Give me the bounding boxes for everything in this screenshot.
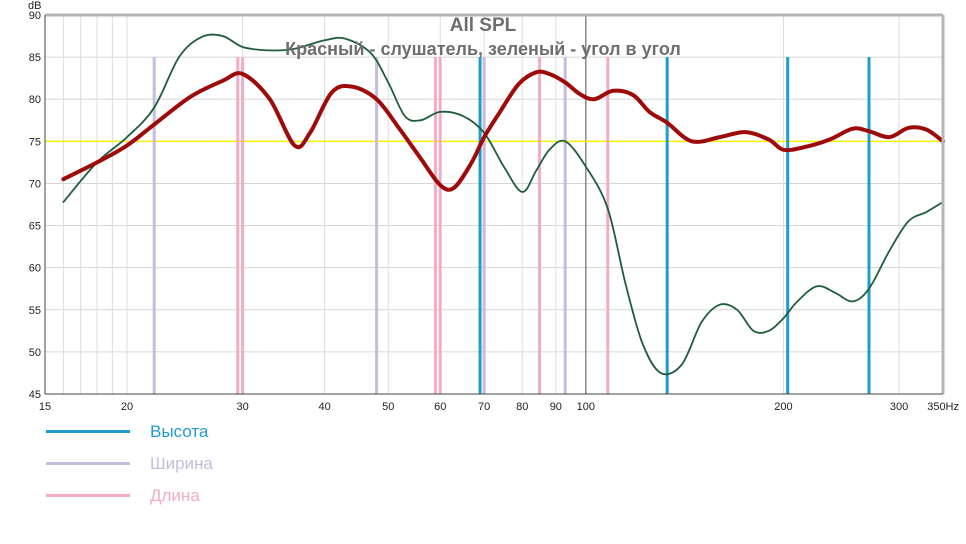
x-tick-label: 60 — [434, 401, 446, 413]
legend-label-length: Длина — [150, 486, 200, 505]
x-tick-label: 90 — [550, 401, 562, 413]
listener-spl-line — [61, 69, 945, 192]
legend-label-width: Ширина — [150, 454, 213, 473]
x-tick-label: 350Hz — [927, 401, 959, 413]
x-tick-label: 300 — [890, 401, 908, 413]
x-tick-label: 30 — [236, 401, 248, 413]
y-axis-unit-label: dB — [28, 0, 41, 12]
y-tick-label: 75 — [29, 136, 41, 148]
chart-title: All SPL — [450, 15, 517, 36]
y-tick-label: 65 — [29, 221, 41, 233]
axes: 45 50 55 60 65 70 75 80 85 90 15 20 30 40 50 60 70 80 90 10… — [29, 10, 959, 413]
legend-swatch-height — [46, 430, 130, 433]
x-tick-label: 100 — [577, 401, 595, 413]
x-tick-label: 200 — [774, 401, 792, 413]
y-tick-label: 80 — [29, 94, 41, 106]
legend-label-height: Высота — [150, 422, 209, 441]
x-tick-label: 40 — [318, 401, 330, 413]
x-tick-label: 50 — [382, 401, 394, 413]
y-tick-label: 55 — [29, 305, 41, 317]
x-tick-label: 20 — [121, 401, 133, 413]
y-tick-label: 90 — [29, 10, 41, 22]
x-tick-label: 80 — [516, 401, 528, 413]
y-tick-label: 70 — [29, 178, 41, 190]
chart-subtitle: Красный - слушатель, зеленый - угол в уг… — [285, 39, 681, 59]
corner-spl-line — [62, 33, 944, 376]
grid-lines — [44, 14, 944, 395]
frequency-markers — [152, 57, 871, 394]
y-tick-label: 45 — [29, 389, 41, 401]
x-tick-label: 70 — [478, 401, 490, 413]
y-tick-label: 60 — [29, 263, 41, 275]
legend-swatch-length — [46, 494, 130, 497]
x-tick-label: 15 — [39, 401, 51, 413]
legend-swatch-width — [46, 462, 130, 465]
data-series — [61, 33, 945, 376]
y-tick-label: 85 — [29, 52, 41, 64]
y-tick-label: 50 — [29, 347, 41, 359]
